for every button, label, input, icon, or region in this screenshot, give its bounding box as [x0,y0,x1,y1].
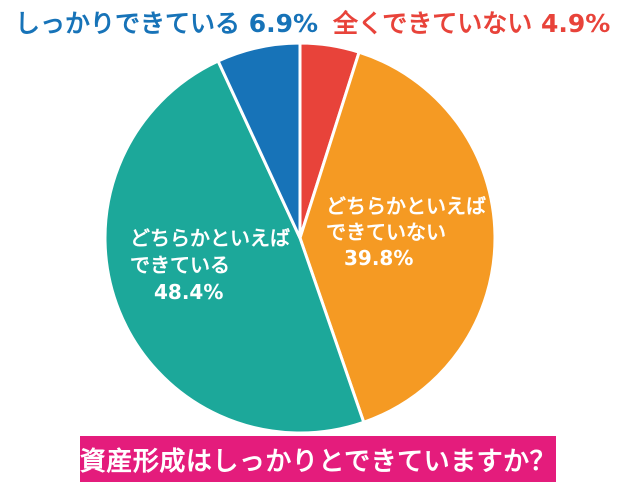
slice-label-0: 全くできていない 4.9% [332,9,610,38]
slice-label-1: どちらかといえばできていない 39.8% [326,194,486,270]
chart-title: 資産形成はしっかりとできていますか？ [79,446,557,477]
slice-label-2: どちらかといえばできている 48.4% [130,226,290,304]
chart-title-banner: 資産形成はしっかりとできていますか？ [80,436,556,482]
pie-slice-3 [216,41,302,240]
slice-label-3: しっかりできている 6.9% [15,9,318,38]
pie-slice-2 [103,59,366,435]
pie-slice-1 [298,50,497,424]
